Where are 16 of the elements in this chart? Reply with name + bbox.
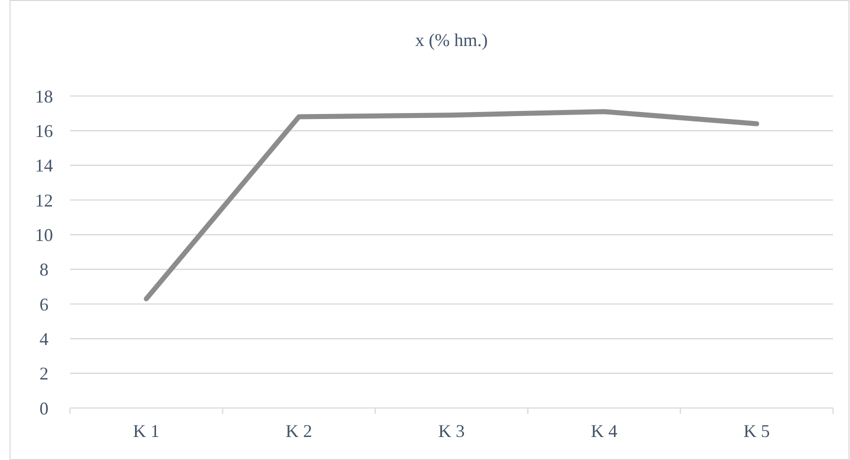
y-tick-label: 14 xyxy=(35,156,53,176)
y-tick-label: 0 xyxy=(40,398,48,418)
x-tick-label: K 4 xyxy=(590,421,618,441)
x-tick-label: K 2 xyxy=(286,421,312,441)
x-tick-label: K 3 xyxy=(438,421,465,441)
chart-title: x (% hm.) xyxy=(415,30,488,50)
y-tick-label: 4 xyxy=(40,328,48,349)
x-tick-label: K 1 xyxy=(133,421,160,441)
y-tick-label: 2 xyxy=(40,364,48,384)
y-tick-label: 6 xyxy=(40,294,48,314)
y-tick-label: 8 xyxy=(40,260,48,280)
y-tick-label: 10 xyxy=(35,224,53,245)
x-tick-label: K 5 xyxy=(743,421,770,441)
y-tick-label: 12 xyxy=(35,190,53,210)
y-tick-label: 18 xyxy=(35,86,53,106)
y-tick-label: 16 xyxy=(35,120,53,141)
